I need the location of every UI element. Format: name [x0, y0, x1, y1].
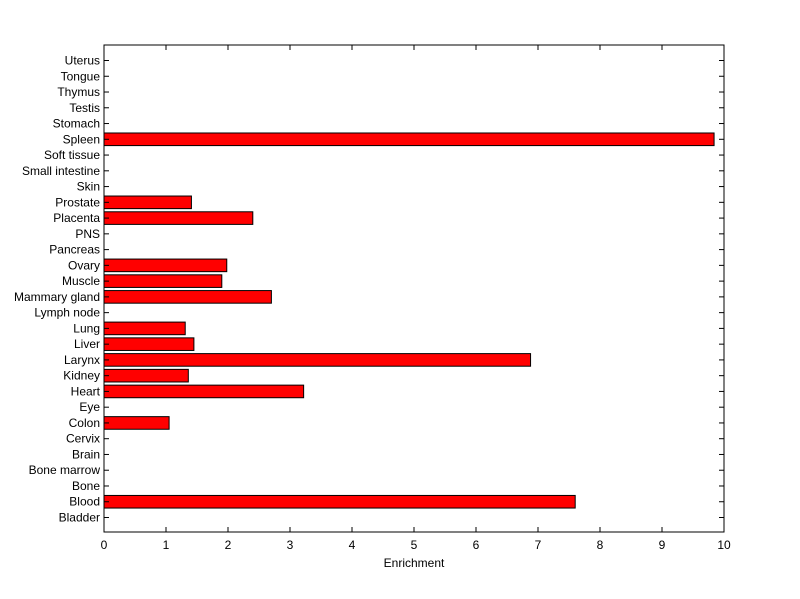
y-tick-label: Pancreas — [49, 243, 100, 257]
y-tick-label: Uterus — [65, 54, 100, 68]
x-tick-label: 7 — [535, 538, 542, 552]
bar-prostate — [103, 195, 192, 210]
bar-lung — [103, 321, 186, 336]
plot-area-frame — [103, 44, 725, 533]
x-tick-label: 10 — [717, 538, 731, 552]
bar-spleen — [103, 132, 715, 147]
bar-kidney — [103, 368, 189, 383]
x-tick-label: 2 — [225, 538, 232, 552]
x-tick-label: 6 — [473, 538, 480, 552]
y-tick-label: Soft tissue — [44, 148, 100, 162]
bars-group — [103, 132, 715, 509]
y-tick-label: Bone — [72, 479, 100, 493]
bar-placenta — [103, 211, 254, 225]
bar-liver — [103, 337, 195, 351]
x-tick-label: 8 — [597, 538, 604, 552]
bar-larynx — [103, 353, 532, 367]
x-tick-label: 0 — [101, 538, 108, 552]
y-tick-label: Blood — [69, 495, 100, 509]
bar-ovary — [103, 258, 228, 273]
x-tick-label: 3 — [287, 538, 294, 552]
y-tick-label: Bone marrow — [29, 463, 101, 477]
y-tick-label: Spleen — [63, 132, 100, 146]
y-tick-label: Eye — [79, 400, 100, 414]
bar-muscle — [103, 274, 223, 288]
x-tick-label: 5 — [411, 538, 418, 552]
x-tick-label: 1 — [163, 538, 170, 552]
bar-colon — [103, 416, 170, 430]
y-tick-label: Bladder — [59, 511, 100, 525]
y-tick-label: Tongue — [61, 69, 101, 83]
x-axis-label: Enrichment — [384, 556, 445, 570]
bar-mammary-gland — [103, 290, 272, 304]
y-tick-label: Lung — [73, 321, 100, 335]
y-tick-label: Mammary gland — [14, 290, 100, 304]
y-tick-label: Heart — [71, 384, 101, 398]
y-tick-label: Ovary — [68, 258, 100, 272]
y-tick-label: Stomach — [53, 117, 100, 131]
y-tick-label: Colon — [69, 416, 100, 430]
y-tick-label: Larynx — [64, 353, 100, 367]
y-tick-label: Kidney — [63, 369, 100, 383]
bar-heart — [103, 384, 305, 399]
y-tick-label: Cervix — [66, 432, 100, 446]
y-tick-label: Placenta — [53, 211, 100, 225]
x-tick-label: 9 — [659, 538, 666, 552]
bar-blood — [103, 494, 576, 509]
y-tick-label: Lymph node — [34, 306, 100, 320]
y-tick-label: Muscle — [62, 274, 100, 288]
y-tick-label: PNS — [75, 227, 100, 241]
y-tick-label: Brain — [72, 447, 100, 461]
y-tick-label: Thymus — [57, 85, 100, 99]
y-tick-label: Prostate — [55, 195, 100, 209]
x-tick-label: 4 — [349, 538, 356, 552]
y-tick-label: Liver — [74, 337, 100, 351]
y-tick-label: Small intestine — [22, 164, 100, 178]
y-tick-label: Testis — [69, 101, 100, 115]
y-tick-label: Skin — [77, 180, 100, 194]
